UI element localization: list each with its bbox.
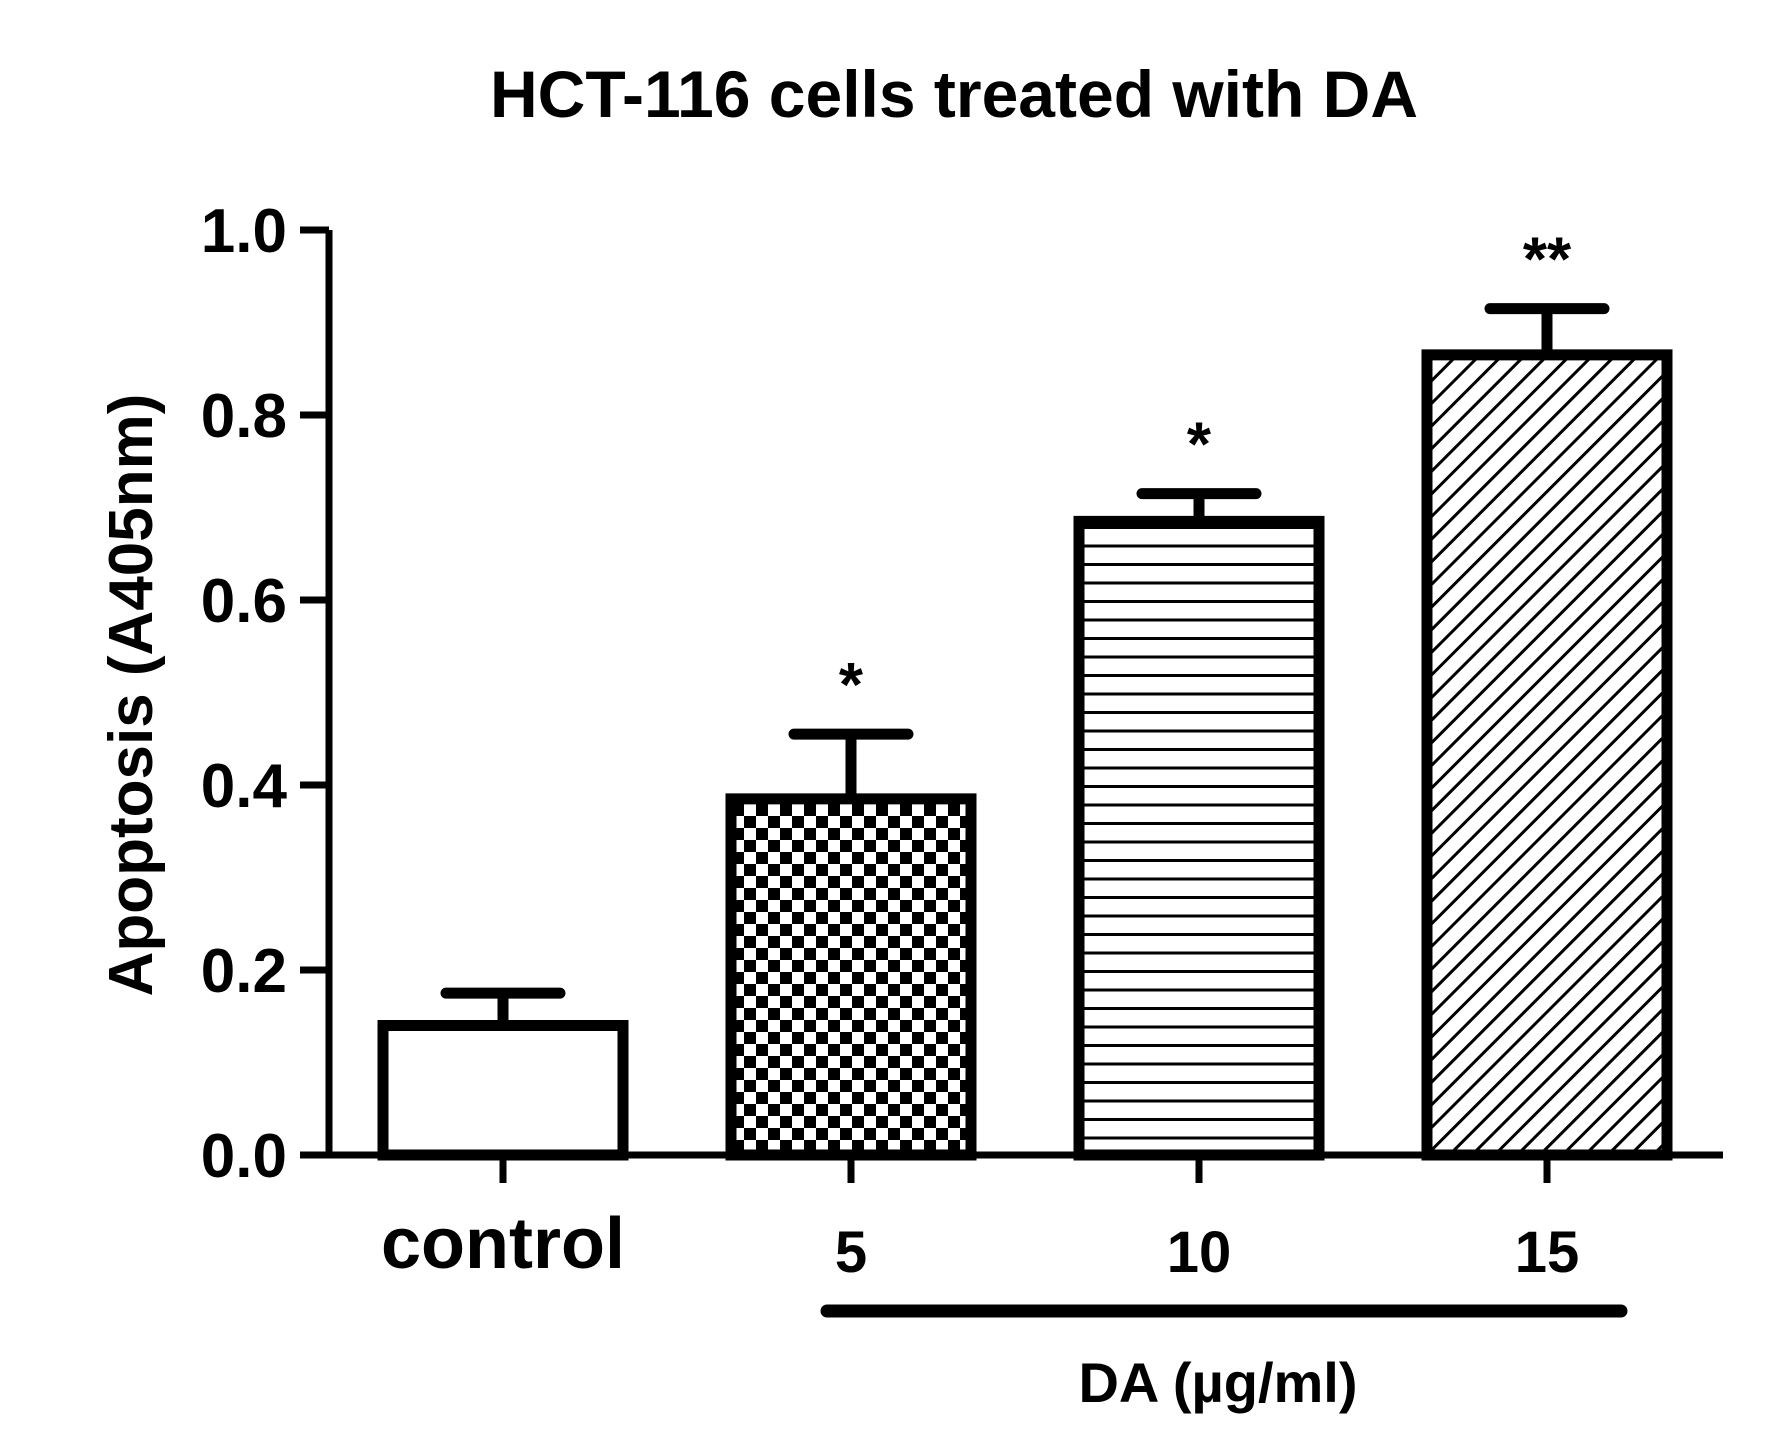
bars <box>377 349 1673 1161</box>
bar-15 <box>1421 349 1673 1161</box>
bar-control <box>377 1020 629 1161</box>
y-axis-label: Apoptosis (A405nm) <box>97 394 166 997</box>
significance-marker: * <box>839 651 864 720</box>
significance-markers: **** <box>839 226 1572 721</box>
error-bars <box>440 303 1610 1026</box>
x-tick-label: 15 <box>1515 1220 1580 1285</box>
x-axis-ticks: control 5 10 15 <box>381 1155 1579 1285</box>
x-tick-label: 10 <box>1167 1220 1232 1285</box>
y-tick-label: 1.0 <box>201 197 287 266</box>
significance-marker: ** <box>1523 226 1572 295</box>
y-tick-label: 0.0 <box>201 1122 287 1191</box>
y-tick-label: 0.4 <box>201 752 288 821</box>
significance-marker: * <box>1187 411 1212 480</box>
x-tick-label: control <box>381 1204 625 1284</box>
x-tick-label: 5 <box>835 1220 867 1285</box>
x-axis-label: DA (µg/ml) <box>1078 1351 1357 1414</box>
chart-title: HCT-116 cells treated with DA <box>490 57 1418 131</box>
bar-10 <box>1073 515 1325 1161</box>
y-tick-label: 0.2 <box>201 937 287 1006</box>
y-tick-label: 0.8 <box>201 382 287 451</box>
y-axis-ticks: 0.0 0.2 0.4 0.6 0.8 1.0 <box>201 197 329 1191</box>
y-tick-label: 0.6 <box>201 567 287 636</box>
bar-5 <box>725 793 977 1161</box>
